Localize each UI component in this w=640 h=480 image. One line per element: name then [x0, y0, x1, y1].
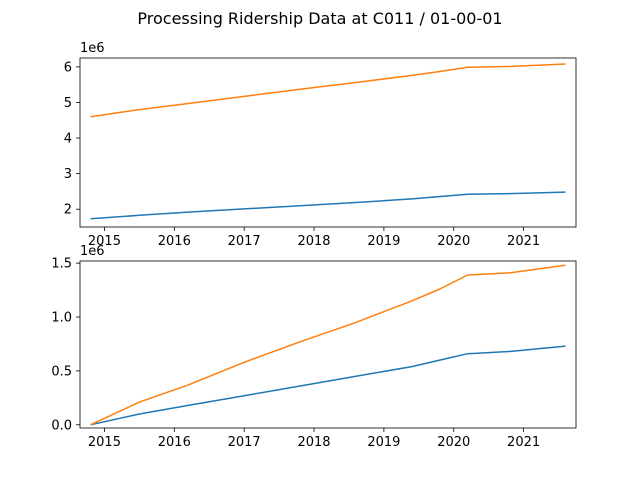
x-tick-label: 2016	[158, 234, 191, 249]
x-tick-label: 2021	[507, 435, 540, 450]
bottom-subplot: 2015 2016 2017 2018 2019 2020 2021 0.0 0.5 1.0 1.5…	[51, 244, 577, 450]
x-tick-label: 2015	[88, 234, 121, 249]
x-tick-label: 2020	[437, 234, 470, 249]
y-tick-label: 4	[64, 132, 72, 147]
x-tick-label: 2017	[228, 234, 261, 249]
x-tick-label: 2018	[297, 234, 330, 249]
y-tick-label: 0.5	[51, 364, 72, 379]
y-tick-label: 3	[64, 167, 72, 182]
series-line-1	[90, 191, 566, 220]
axis-offset-label: 1e6	[80, 244, 105, 259]
x-tick-label: 2020	[437, 435, 470, 450]
top-subplot: 2015 2016 2017 2018 2019 2020 2021 2 3 4 5 6 1e6	[64, 41, 577, 249]
series-line-2	[90, 264, 566, 426]
series-line-2	[90, 63, 566, 118]
y-tick-label: 0.0	[51, 418, 72, 433]
x-tick-label: 2015	[88, 435, 121, 450]
x-tick-label: 2019	[367, 234, 400, 249]
y-tick-label: 1.5	[51, 257, 72, 272]
figure-title: Processing Ridership Data at C011 / 01-0…	[137, 9, 502, 28]
x-tick-label: 2019	[367, 435, 400, 450]
x-tick-label: 2017	[228, 435, 261, 450]
axes-frame	[79, 260, 577, 429]
y-tick-label: 6	[64, 60, 72, 75]
x-tick-label: 2016	[158, 435, 191, 450]
x-tick-label: 2021	[507, 234, 540, 249]
y-tick-label: 5	[64, 96, 72, 111]
y-tick-label: 2	[64, 203, 72, 218]
x-tick-label: 2018	[297, 435, 330, 450]
axes-frame	[79, 57, 577, 228]
series-line-1	[90, 345, 566, 426]
y-tick-label: 1.0	[51, 311, 72, 326]
axis-offset-label: 1e6	[80, 41, 105, 56]
